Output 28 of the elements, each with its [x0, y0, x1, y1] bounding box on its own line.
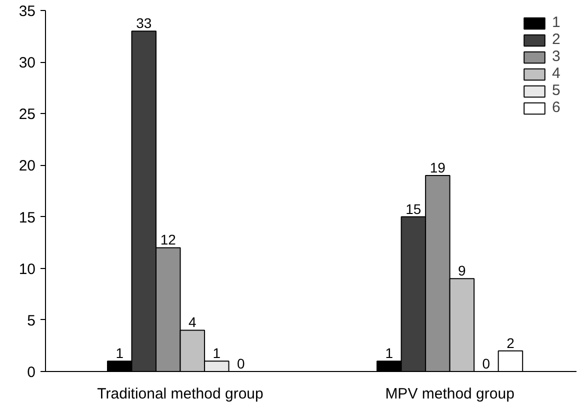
data-label: 15 [406, 200, 422, 217]
data-label: 1 [385, 345, 394, 362]
y-tick-label: 15 [18, 209, 36, 226]
y-tick-label: 5 [27, 312, 36, 330]
data-label: 1 [212, 345, 221, 362]
x-tick-label: MPV method group [385, 386, 514, 402]
y-tick-label: 10 [18, 260, 36, 278]
legend-label: 1 [552, 14, 562, 31]
legend-label: 6 [552, 99, 562, 116]
data-label: 0 [237, 356, 246, 372]
legend-label: 2 [552, 31, 562, 48]
legend-label: 3 [552, 48, 562, 65]
y-tick-label: 30 [18, 54, 36, 72]
data-label: 1 [116, 345, 124, 362]
data-label: 2 [506, 334, 515, 351]
legend-label: 4 [552, 65, 562, 82]
data-label: 19 [430, 160, 446, 176]
legend-label: 5 [552, 82, 562, 99]
data-label: 0 [482, 356, 490, 372]
data-label: 12 [160, 232, 176, 248]
y-tick-label: 35 [18, 3, 36, 20]
y-tick-label: 0 [27, 364, 36, 381]
x-tick-label: Traditional method group [97, 386, 264, 402]
data-label: 33 [136, 15, 152, 32]
data-label: 4 [188, 314, 197, 330]
y-tick-label: 20 [18, 158, 36, 175]
y-tick-label: 25 [18, 106, 36, 124]
data-label: 9 [458, 262, 466, 279]
